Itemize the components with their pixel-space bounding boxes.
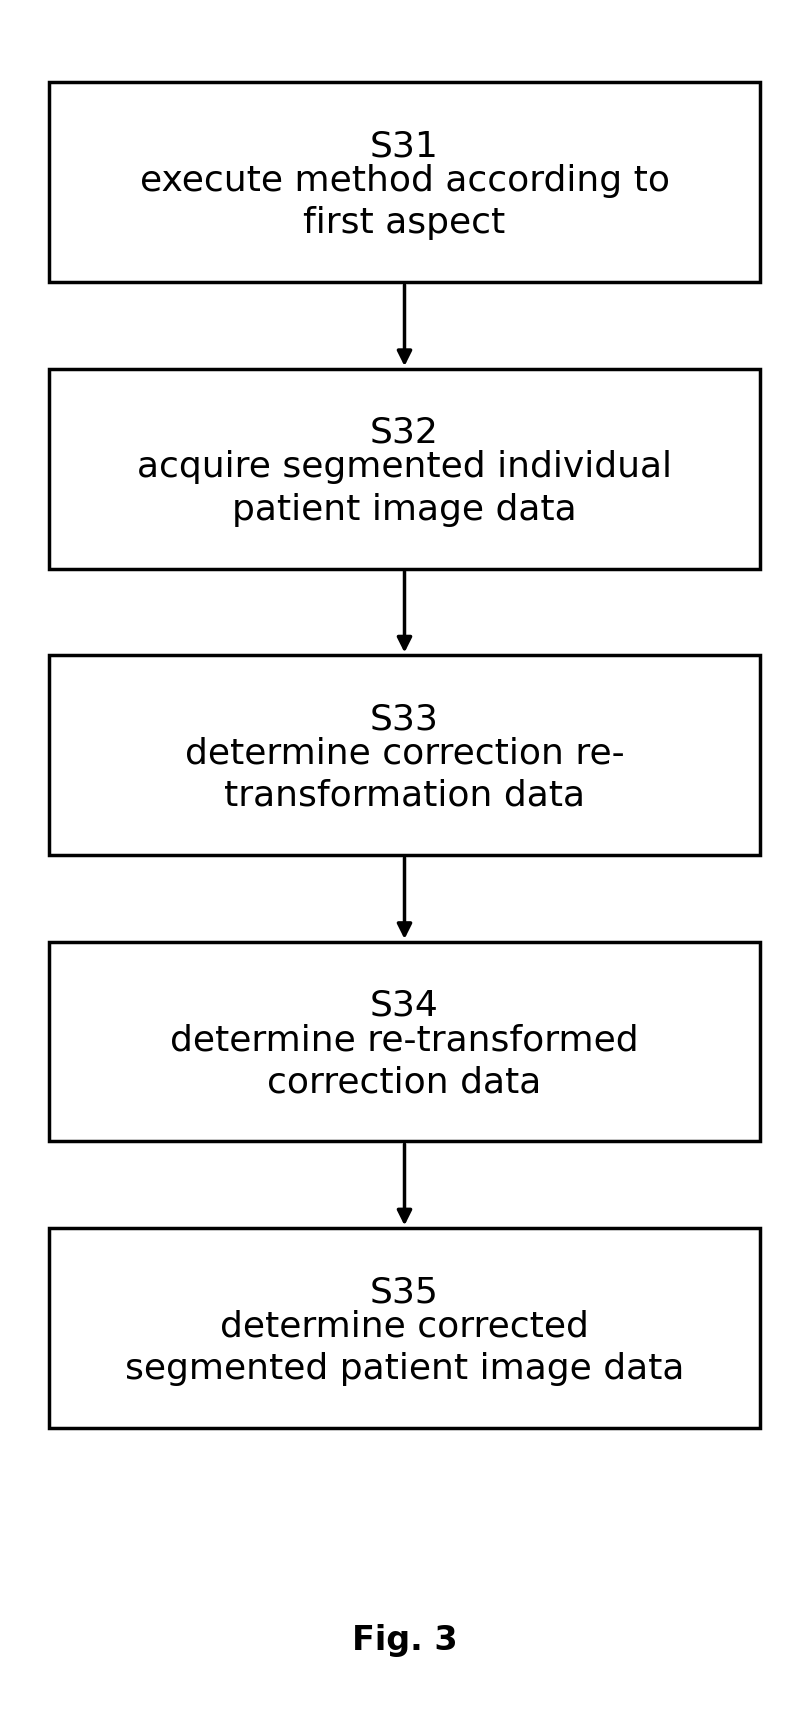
Text: determine correction re-
transformation data: determine correction re- transformation … xyxy=(184,736,625,812)
FancyBboxPatch shape xyxy=(49,656,760,856)
Text: acquire segmented individual
patient image data: acquire segmented individual patient ima… xyxy=(137,450,672,526)
Text: S31: S31 xyxy=(370,130,439,163)
FancyBboxPatch shape xyxy=(49,1229,760,1427)
FancyBboxPatch shape xyxy=(49,370,760,569)
Text: S32: S32 xyxy=(370,417,439,450)
Text: determine re-transformed
correction data: determine re-transformed correction data xyxy=(170,1023,639,1099)
Text: S33: S33 xyxy=(370,703,439,736)
Text: S34: S34 xyxy=(370,990,439,1023)
Text: determine corrected
segmented patient image data: determine corrected segmented patient im… xyxy=(125,1309,684,1385)
Text: execute method according to
first aspect: execute method according to first aspect xyxy=(139,163,670,240)
FancyBboxPatch shape xyxy=(49,82,760,281)
FancyBboxPatch shape xyxy=(49,941,760,1142)
Text: Fig. 3: Fig. 3 xyxy=(352,1623,457,1658)
Text: S35: S35 xyxy=(370,1276,439,1309)
